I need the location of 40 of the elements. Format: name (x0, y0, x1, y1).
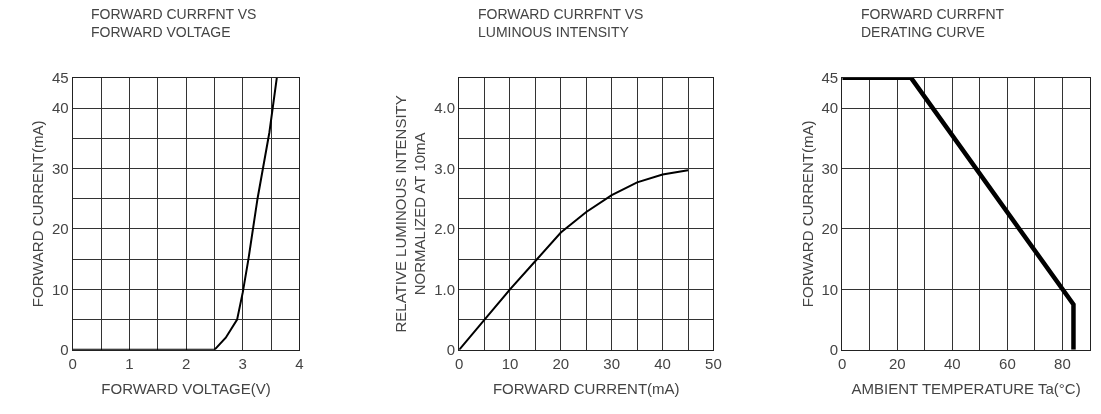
y-tick-label: 4.0 (434, 99, 456, 117)
x-axis-title: AMBIENT TEMPERATURE Ta(°C) (851, 379, 1081, 397)
x-tick-label: 3 (238, 354, 247, 372)
x-tick-label: 80 (1054, 354, 1071, 372)
y-axis-title: RELATIVE LUMINOUS INTENSITY NORMALIZED AT 10mA (391, 95, 429, 333)
x-axis-title: FORWARD CURRENT(mA) (492, 379, 680, 397)
x-tick-label: 20 (888, 354, 906, 372)
y-tick-label: 30 (51, 159, 69, 177)
y-tick-label: 1.0 (434, 280, 456, 298)
y-tick-label: 45 (51, 69, 69, 87)
x-tick-label: 40 (654, 354, 671, 372)
x-tick-label: 60 (999, 354, 1016, 372)
x-axis-title: FORWARD VOLTAGE(V) (101, 379, 271, 397)
x-tick-label: 10 (501, 354, 519, 372)
line-series (459, 169, 690, 350)
chart-title: FORWARD CURRFNT VS LUMINOUS INTENSITY (478, 6, 644, 41)
chart-title: FORWARD CURRFNT VS FORWARD VOLTAGE (91, 6, 257, 41)
y-tick-label: 2.0 (434, 220, 456, 238)
x-tick-label: 40 (944, 354, 961, 372)
y-tick-label: 0 (446, 341, 456, 359)
chart-title: FORWARD CURRFNT DERATING CURVE (861, 6, 1005, 41)
y-tick-label: 10 (821, 280, 839, 298)
x-tick-label: 20 (552, 354, 570, 372)
x-tick-label: 30 (603, 354, 621, 372)
x-tick-label: 50 (705, 354, 722, 372)
y-tick-label: 40 (821, 99, 839, 117)
y-axis-title: FORWARD CURRENT(mA) (798, 120, 816, 308)
y-tick-label: 20 (51, 220, 69, 238)
y-tick-label: 10 (51, 280, 69, 298)
y-tick-label: 0 (60, 341, 69, 359)
y-tick-label: 30 (821, 159, 839, 177)
y-tick-label: 3.0 (434, 159, 456, 177)
y-tick-label: 20 (821, 220, 839, 238)
y-tick-label: 0 (829, 341, 839, 359)
x-tick-label: 2 (181, 354, 191, 372)
x-tick-label: 4 (295, 354, 304, 372)
x-tick-label: 1 (125, 354, 134, 372)
y-axis-title: FORWARD CURRENT(mA) (29, 120, 47, 308)
y-tick-label: 40 (51, 99, 69, 117)
y-tick-label: 45 (821, 69, 839, 87)
